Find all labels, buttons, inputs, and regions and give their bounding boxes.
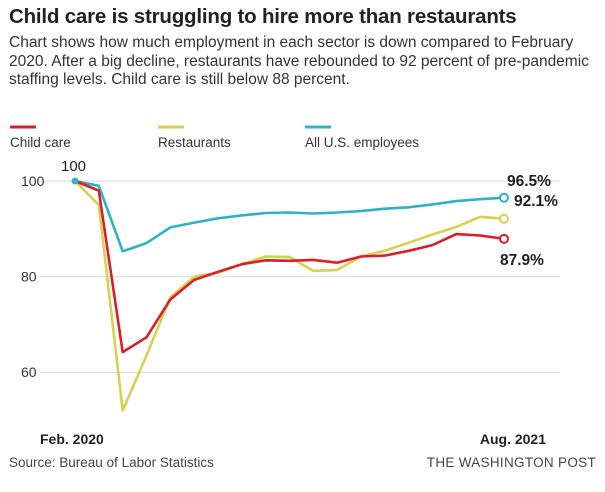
- y-tick-label-80: 80: [21, 269, 37, 285]
- legend-label-restaurants: Restaurants: [158, 135, 231, 150]
- end-label-restaurants: 92.1%: [514, 193, 558, 210]
- end-label-child-care: 87.9%: [500, 252, 544, 269]
- start-value-label: 100: [61, 158, 86, 175]
- y-tick-label-100: 100: [21, 173, 45, 189]
- source-note: Source: Bureau of Labor Statistics: [9, 455, 214, 470]
- legend-label-all-u-s-employees: All U.S. employees: [305, 135, 419, 150]
- legend-label-child-care: Child care: [10, 135, 71, 150]
- series-line-child-care: [73, 179, 506, 354]
- publisher-credit: THE WASHINGTON POST: [426, 455, 596, 470]
- series-line-all-u-s-employees: [73, 179, 506, 253]
- series-line-restaurants: [73, 179, 506, 412]
- x-tick-label-end: Aug. 2021: [480, 431, 546, 447]
- chart-title: Child care is struggling to hire more th…: [9, 5, 517, 28]
- chart-subtitle: Chart shows how much employment in each …: [9, 34, 589, 88]
- end-point-child-care: [499, 233, 509, 244]
- start-point: [71, 177, 79, 185]
- end-point-all-u-s-employees: [499, 192, 509, 203]
- x-tick-label-start: Feb. 2020: [40, 431, 104, 447]
- end-label-all-u-s-employees: 96.5%: [507, 173, 551, 190]
- y-tick-label-60: 60: [21, 364, 37, 380]
- end-point-restaurants: [499, 213, 509, 224]
